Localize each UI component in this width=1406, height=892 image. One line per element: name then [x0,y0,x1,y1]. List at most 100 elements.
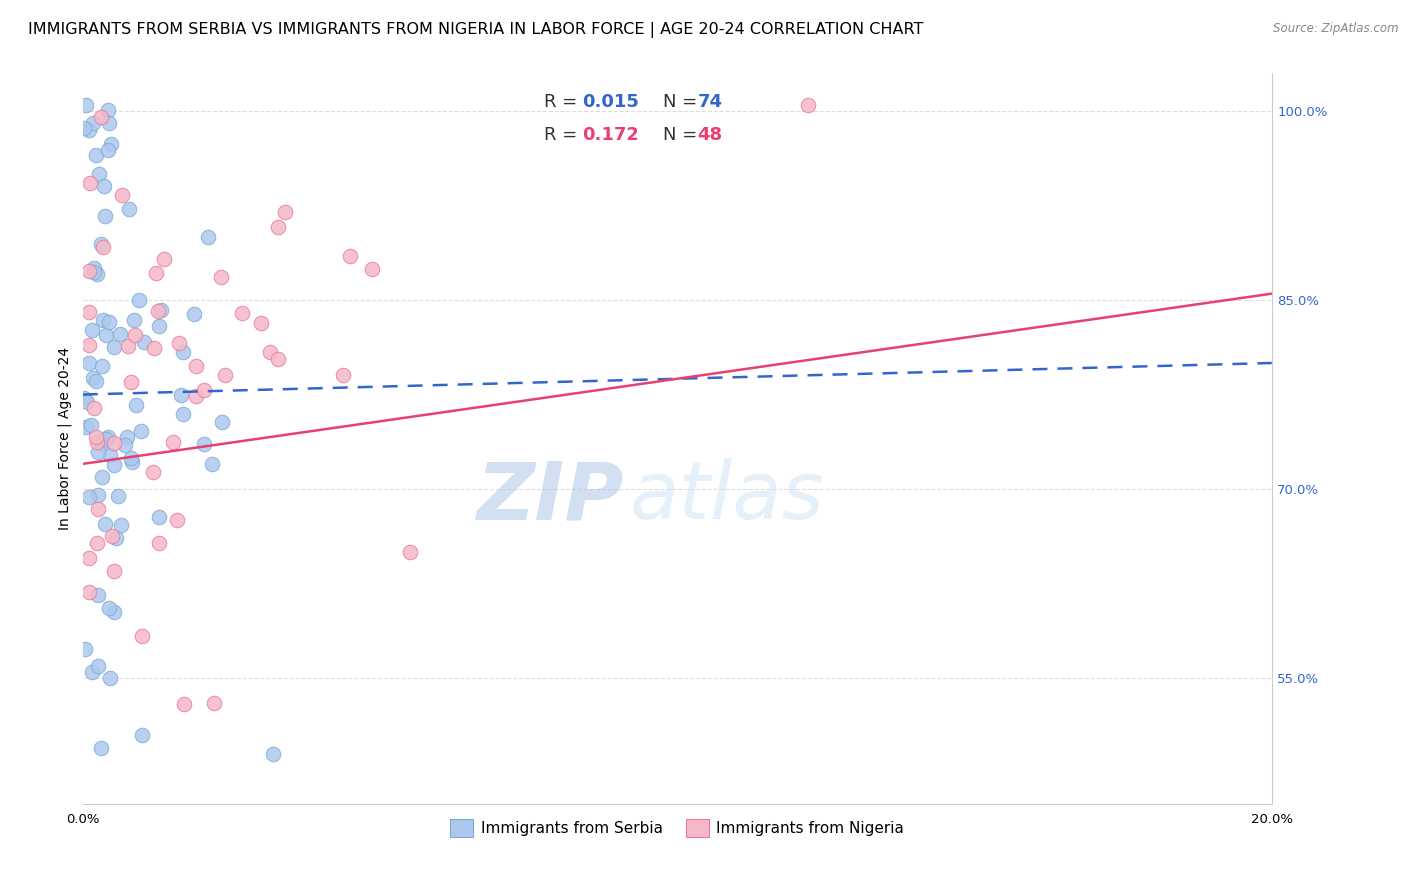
Point [211,415,233,429]
Point [75,97,97,112]
Text: 0.015: 0.015 [582,94,640,112]
Point [77,263,100,277]
Point [104,532,127,546]
Point [77,550,100,565]
Point [172,345,194,359]
Point [193,383,215,397]
Point [86,267,108,281]
Point [77,337,100,351]
Text: 0.172: 0.172 [582,126,640,144]
Point [172,407,194,421]
Point [124,398,146,412]
Point [110,517,132,532]
Point [120,375,142,389]
Point [83,401,105,415]
Point [100,136,122,151]
Point [148,535,170,549]
Point [86,658,108,673]
Legend: Immigrants from Serbia, Immigrants from Nigeria: Immigrants from Serbia, Immigrants from … [443,812,912,844]
Point [108,327,131,342]
Point [97,143,120,157]
Point [94,209,117,223]
Point [77,585,100,599]
Point [153,252,176,267]
Point [332,368,354,383]
Point [797,97,820,112]
Point [73,391,96,405]
Point [202,697,225,711]
Text: N =: N = [664,94,703,112]
Point [114,438,136,452]
Point [90,110,112,124]
Point [262,747,284,761]
Point [89,167,111,181]
Text: Source: ZipAtlas.com: Source: ZipAtlas.com [1274,22,1399,36]
Point [77,356,100,370]
Text: atlas: atlas [630,458,824,536]
Point [98,448,121,462]
Point [97,103,120,117]
Point [103,436,125,450]
Point [107,489,129,503]
Point [209,270,232,285]
Point [148,510,170,524]
Point [231,306,253,320]
Point [103,605,125,619]
Point [121,455,143,469]
Point [94,432,117,446]
Point [167,335,190,350]
Point [82,370,104,384]
Point [83,265,105,279]
Point [87,445,110,459]
Point [166,513,188,527]
Point [84,430,107,444]
Point [94,327,117,342]
Point [73,120,96,135]
Text: 48: 48 [697,126,723,144]
Point [83,261,105,276]
Text: IMMIGRANTS FROM SERBIA VS IMMIGRANTS FROM NIGERIA IN LABOR FORCE | AGE 20-24 COR: IMMIGRANTS FROM SERBIA VS IMMIGRANTS FRO… [28,22,924,38]
Point [131,629,153,643]
Point [90,740,112,755]
Point [77,122,100,136]
Point [84,148,107,162]
Point [398,545,420,559]
Point [111,188,134,202]
Text: 74: 74 [697,94,723,112]
Point [122,312,145,326]
Point [87,588,110,602]
Point [193,437,215,451]
Point [118,202,141,217]
Point [76,395,98,409]
Point [173,697,195,711]
Point [90,359,112,373]
Point [162,434,184,449]
Point [150,302,173,317]
Point [360,261,382,276]
Point [117,430,139,444]
Point [132,334,155,349]
Point [120,451,142,466]
Point [98,601,121,615]
Point [75,419,97,434]
Point [129,425,152,439]
Point [98,671,121,685]
Text: R =: R = [544,126,583,144]
Point [91,313,114,327]
Point [249,316,271,330]
Point [84,374,107,388]
Point [103,564,125,578]
Point [124,328,146,343]
Point [93,179,115,194]
Point [98,115,121,129]
Text: R =: R = [544,94,583,112]
Point [201,457,224,471]
Point [87,501,110,516]
Point [214,368,236,382]
Point [90,236,112,251]
Point [91,240,114,254]
Point [170,388,193,402]
Point [79,176,101,190]
Point [91,469,114,483]
Text: ZIP: ZIP [477,458,624,536]
